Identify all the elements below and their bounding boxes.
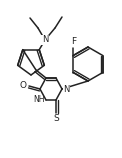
Text: NH: NH (34, 95, 45, 104)
Text: O: O (20, 82, 27, 91)
Text: F: F (71, 36, 76, 46)
Text: N: N (42, 36, 48, 45)
Text: S: S (53, 114, 59, 123)
Text: N: N (63, 85, 69, 94)
